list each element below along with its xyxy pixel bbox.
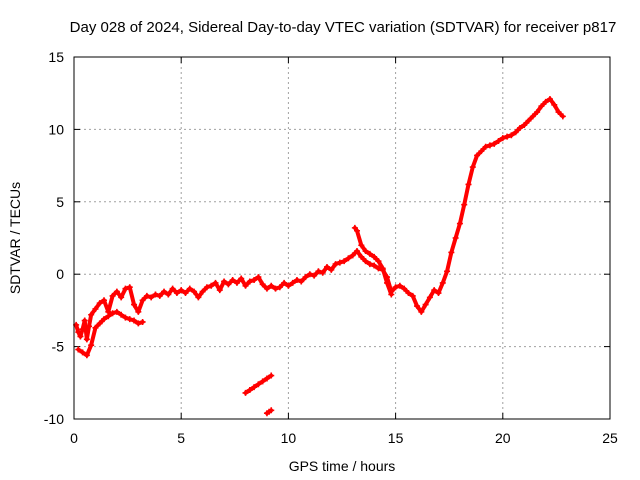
data-point bbox=[388, 291, 395, 298]
data-trace bbox=[462, 182, 471, 207]
series-0 bbox=[73, 95, 566, 343]
data-point bbox=[139, 318, 146, 325]
y-tick-label: 15 bbox=[48, 49, 64, 65]
x-tick-label: 15 bbox=[388, 430, 404, 446]
data-points bbox=[73, 95, 566, 417]
x-tick-label: 20 bbox=[495, 430, 511, 446]
data-trace bbox=[457, 202, 467, 226]
series-1 bbox=[75, 308, 146, 359]
y-tick-label: 5 bbox=[56, 194, 64, 210]
series-2 bbox=[351, 224, 395, 298]
data-trace bbox=[445, 250, 454, 274]
x-tick-label: 0 bbox=[70, 430, 78, 446]
data-point bbox=[268, 372, 275, 379]
x-axis-label: GPS time / hours bbox=[289, 458, 396, 474]
chart-title: Day 028 of 2024, Sidereal Day-to-day VTE… bbox=[70, 19, 617, 36]
series-4 bbox=[263, 407, 275, 417]
x-tick-label: 5 bbox=[177, 430, 185, 446]
x-tick-label: 10 bbox=[281, 430, 297, 446]
data-point bbox=[268, 407, 275, 414]
plot-frame bbox=[73, 56, 611, 420]
y-tick-label: 10 bbox=[48, 121, 64, 137]
y-tick-label: 0 bbox=[56, 266, 64, 282]
y-axis-ticks: -10 -5 0 5 10 15 bbox=[44, 49, 610, 427]
y-tick-label: -10 bbox=[44, 411, 64, 427]
x-tick-label: 25 bbox=[602, 430, 618, 446]
series-3 bbox=[242, 372, 275, 396]
y-axis-label: SDTVAR / TECUs bbox=[7, 182, 23, 294]
grid bbox=[74, 57, 610, 419]
data-point bbox=[559, 113, 566, 120]
y-tick-label: -5 bbox=[52, 339, 65, 355]
